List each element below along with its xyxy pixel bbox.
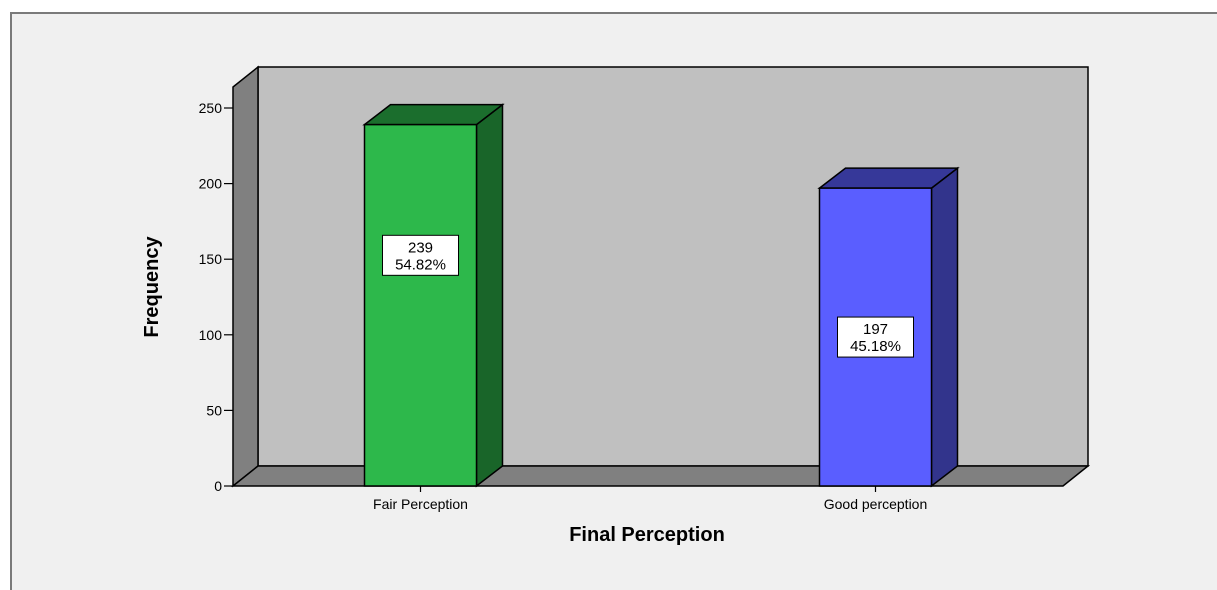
x-tick-label: Fair Perception	[373, 496, 468, 512]
y-tick-label: 250	[199, 100, 223, 116]
data-label-box	[837, 316, 914, 358]
y-tick-label: 50	[206, 402, 222, 418]
bar-front	[363, 123, 478, 487]
y-axis-title: Frequency	[141, 236, 163, 338]
data-label-value: 239	[408, 239, 433, 256]
bar-side	[475, 103, 504, 488]
x-axis-title: Final Perception	[569, 524, 725, 546]
side-wall	[232, 65, 259, 488]
data-label-percent: 45.18%	[850, 338, 901, 355]
y-axis: 0 50 100 150 200 250	[199, 100, 233, 494]
floor	[230, 465, 1091, 487]
data-label-box	[382, 234, 459, 276]
data-label-value: 197	[863, 321, 888, 338]
x-axis: Fair Perception Good perception	[373, 486, 927, 512]
y-tick-label: 100	[199, 327, 223, 343]
y-tick-label: 150	[199, 251, 223, 267]
x-tick-label: Good perception	[824, 496, 928, 512]
data-label-percent: 54.82%	[395, 256, 446, 273]
y-tick-label: 200	[199, 176, 223, 192]
chart-walls	[230, 65, 1091, 488]
bar-side	[930, 166, 959, 488]
y-tick-label: 0	[214, 478, 222, 494]
